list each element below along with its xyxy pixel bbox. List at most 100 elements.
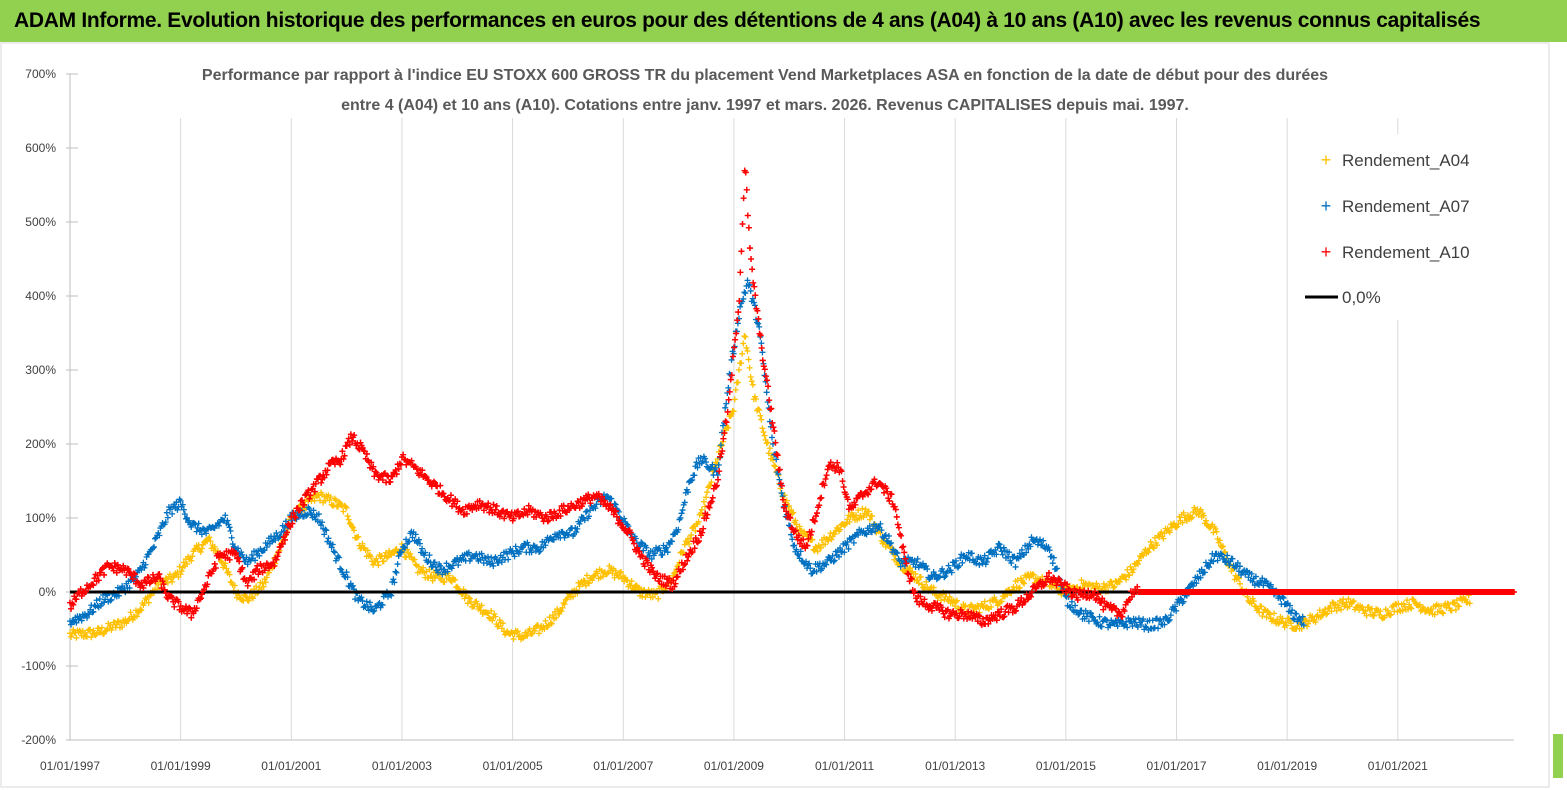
rendement_a07-marker <box>453 558 460 565</box>
rendement_a07-marker <box>142 561 149 568</box>
rendement_a07-marker <box>803 558 810 565</box>
rendement_a04-marker <box>984 605 991 612</box>
rendement_a07-marker <box>186 517 193 524</box>
rendement_a04-marker <box>1134 561 1141 568</box>
rendement_a04-marker <box>249 595 256 602</box>
rendement_a07-marker <box>574 525 581 532</box>
rendement_a07-marker <box>830 558 837 565</box>
rendement_a04-marker <box>198 545 205 552</box>
rendement_a07-marker <box>1106 621 1113 628</box>
rendement_a04-marker <box>226 571 233 578</box>
rendement_a07-marker <box>829 552 836 559</box>
rendement_a07-marker <box>393 569 400 576</box>
rendement_a04-marker <box>1346 603 1353 610</box>
series-rendement_a10 <box>67 167 1517 628</box>
rendement_a07-marker <box>319 519 326 526</box>
rendement_a04-marker <box>761 432 768 439</box>
rendement_a07-marker <box>707 465 714 472</box>
rendement_a07-marker <box>703 459 710 466</box>
rendement_a07-marker <box>612 501 619 508</box>
rendement_a07-marker <box>1121 623 1128 630</box>
rendement_a04-marker <box>1365 604 1372 611</box>
rendement_a07-marker <box>1252 573 1259 580</box>
rendement_a04-marker <box>860 514 867 521</box>
rendement_a04-marker <box>991 594 998 601</box>
rendement_a04-marker <box>1180 509 1187 516</box>
rendement_a07-marker <box>712 464 719 471</box>
rendement_a04-marker <box>617 568 624 575</box>
rendement_a07-marker <box>318 522 325 529</box>
rendement_a04-marker <box>743 344 750 351</box>
rendement_a04-marker <box>263 574 270 581</box>
rendement_a04-marker <box>671 570 678 577</box>
rendement_a07-marker <box>741 289 748 296</box>
rendement_a07-marker <box>1091 617 1098 624</box>
rendement_a04-marker <box>1350 598 1357 605</box>
rendement_a04-marker <box>582 582 589 589</box>
rendement_a04-marker <box>423 568 430 575</box>
rendement_a04-marker <box>135 609 142 616</box>
rendement_a04-marker <box>1085 580 1092 587</box>
rendement_a07-marker <box>863 531 870 538</box>
y-tick-label: 700% <box>25 67 56 81</box>
rendement_a04-marker <box>812 543 819 550</box>
rendement_a04-marker <box>979 603 986 610</box>
rendement_a04-marker <box>385 553 392 560</box>
rendement_a04-marker <box>1329 599 1336 606</box>
rendement_a07-marker <box>229 541 236 548</box>
rendement_a04-marker <box>725 424 732 431</box>
rendement_a04-marker <box>1127 563 1134 570</box>
rendement_a07-marker <box>688 477 695 484</box>
rendement_a04-marker <box>1362 608 1369 615</box>
y-tick-label: -100% <box>21 659 56 673</box>
rendement_a04-marker <box>84 633 91 640</box>
rendement_a04-marker <box>524 632 531 639</box>
rendement_a04-marker <box>1417 607 1424 614</box>
rendement_a07-marker <box>126 585 133 592</box>
rendement_a04-marker <box>825 537 832 544</box>
rendement_a04-marker <box>222 560 229 567</box>
rendement_a04-marker <box>1222 548 1229 555</box>
rendement_a04-marker <box>1015 585 1022 592</box>
rendement_a07-marker <box>1173 607 1180 614</box>
rendement_a07-marker <box>677 514 684 521</box>
rendement_a07-marker <box>180 506 187 513</box>
rendement_a07-marker <box>379 602 386 609</box>
rendement_a07-marker <box>1259 575 1266 582</box>
rendement_a07-marker <box>797 548 804 555</box>
rendement_a04-marker <box>749 381 756 388</box>
rendement_a07-marker <box>976 561 983 568</box>
rendement_a04-marker <box>1466 600 1473 607</box>
rendement_a07-marker <box>754 319 761 326</box>
rendement_a07-marker <box>419 545 426 552</box>
rendement_a04-marker <box>700 498 707 505</box>
rendement_a07-marker <box>689 476 696 483</box>
rendement_a04-marker <box>176 563 183 570</box>
rendement_a04-marker <box>259 580 266 587</box>
rendement_a04-marker <box>1250 598 1257 605</box>
rendement_a07-marker <box>1016 550 1023 557</box>
rendement_a04-marker <box>746 364 753 371</box>
rendement_a07-marker <box>151 543 158 550</box>
rendement_a07-marker <box>307 510 314 517</box>
rendement_a04-marker <box>849 513 856 520</box>
rendement_a04-marker <box>1108 578 1115 585</box>
rendement_a04-marker <box>342 503 349 510</box>
rendement_a07-marker <box>90 608 97 615</box>
rendement_a07-marker <box>1167 612 1174 619</box>
rendement_a07-marker <box>956 562 963 569</box>
rendement_a04-marker <box>962 602 969 609</box>
rendement_a07-marker <box>1089 613 1096 620</box>
rendement_a07-marker <box>455 562 462 569</box>
rendement_a07-marker <box>1245 574 1252 581</box>
rendement_a04-marker <box>560 600 567 607</box>
rendement_a04-marker <box>398 541 405 548</box>
rendement_a07-marker <box>1054 565 1061 572</box>
rendement_a04-marker <box>760 429 767 436</box>
rendement_a07-marker <box>1224 552 1231 559</box>
rendement_a07-marker <box>984 555 991 562</box>
rendement_a04-marker <box>445 572 452 579</box>
rendement_a07-marker <box>398 548 405 555</box>
rendement_a07-marker <box>192 521 199 528</box>
rendement_a04-marker <box>772 463 779 470</box>
